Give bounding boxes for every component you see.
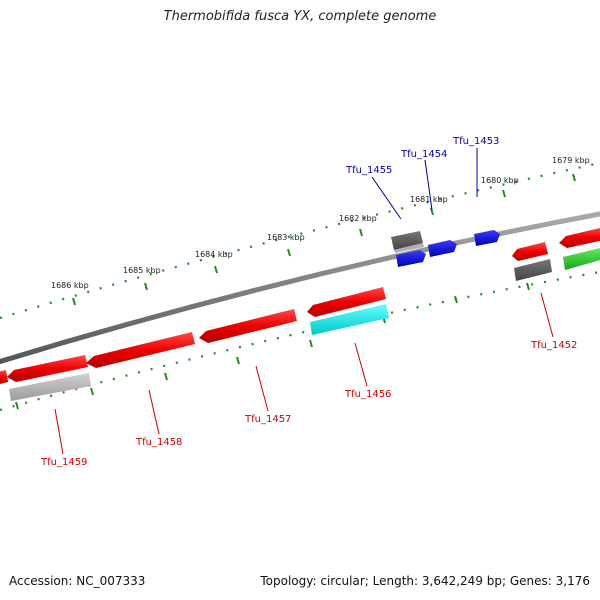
- gene-feature[interactable]: [310, 304, 389, 335]
- major-tick: [72, 297, 76, 306]
- major-tick: [214, 265, 218, 274]
- gene-feature[interactable]: [474, 230, 500, 246]
- genome-backbone: [0, 211, 600, 365]
- map-title: Thermobifida fusca YX, complete genome: [163, 9, 437, 24]
- leader-line: [255, 365, 269, 412]
- major-tick: [90, 387, 94, 396]
- kbp-label: 1681 kbp: [410, 195, 448, 204]
- major-tick: [430, 207, 434, 216]
- gene-feature[interactable]: [428, 240, 457, 257]
- gene-feature[interactable]: [394, 243, 424, 253]
- kbp-label: 1680 kbp: [481, 176, 519, 185]
- gene-feature[interactable]: [307, 287, 386, 317]
- gene-feature[interactable]: [9, 373, 91, 401]
- major-tick: [236, 356, 240, 365]
- gene-feature[interactable]: [0, 370, 8, 385]
- kbp-label: 1679 kbp: [552, 156, 590, 165]
- gene-feature[interactable]: [563, 247, 600, 270]
- accession-text: Accession: NC_007333: [9, 574, 146, 588]
- gene-feature[interactable]: [559, 227, 600, 248]
- gene-feature[interactable]: [514, 259, 552, 281]
- gene-label[interactable]: Tfu_1455: [345, 165, 392, 176]
- gene-label[interactable]: Tfu_1458: [135, 437, 182, 448]
- major-tick: [164, 372, 168, 381]
- leader-line: [148, 389, 160, 435]
- leader-line: [354, 342, 368, 387]
- leader-line: [540, 292, 554, 338]
- gene-feature[interactable]: [512, 242, 548, 261]
- leader-line: [54, 408, 64, 455]
- major-tick: [287, 248, 291, 257]
- gene-label[interactable]: Tfu_1453: [452, 136, 499, 147]
- kbp-label: 1685 kbp: [123, 266, 161, 275]
- gene-label[interactable]: Tfu_1456: [344, 389, 391, 400]
- major-tick: [144, 282, 148, 291]
- genome-summary-text: Topology: circular; Length: 3,642,249 bp…: [260, 574, 590, 588]
- gene-feature[interactable]: [396, 250, 426, 267]
- kbp-label: 1682 kbp: [339, 214, 377, 223]
- leader-line: [424, 159, 433, 211]
- gene-label[interactable]: Tfu_1452: [530, 340, 577, 351]
- major-tick: [359, 228, 363, 237]
- inner-tick-ring: [0, 270, 600, 412]
- gene-label[interactable]: Tfu_1457: [244, 414, 291, 425]
- leader-line: [371, 176, 402, 220]
- kbp-label: 1684 kbp: [195, 250, 233, 259]
- kbp-label: 1683 kbp: [267, 233, 305, 242]
- major-tick: [526, 282, 530, 291]
- major-tick: [502, 189, 506, 198]
- gene-feature[interactable]: [7, 355, 88, 382]
- gene-label[interactable]: Tfu_1454: [400, 149, 447, 160]
- gene-label[interactable]: Tfu_1459: [40, 457, 87, 468]
- gene-feature[interactable]: [391, 231, 423, 250]
- major-tick: [572, 173, 576, 182]
- kbp-label: 1686 kbp: [51, 281, 89, 290]
- major-tick: [454, 295, 458, 304]
- gene-feature[interactable]: [199, 309, 297, 343]
- major-tick: [15, 401, 19, 410]
- major-tick: [309, 339, 313, 348]
- gene-feature[interactable]: [86, 332, 195, 368]
